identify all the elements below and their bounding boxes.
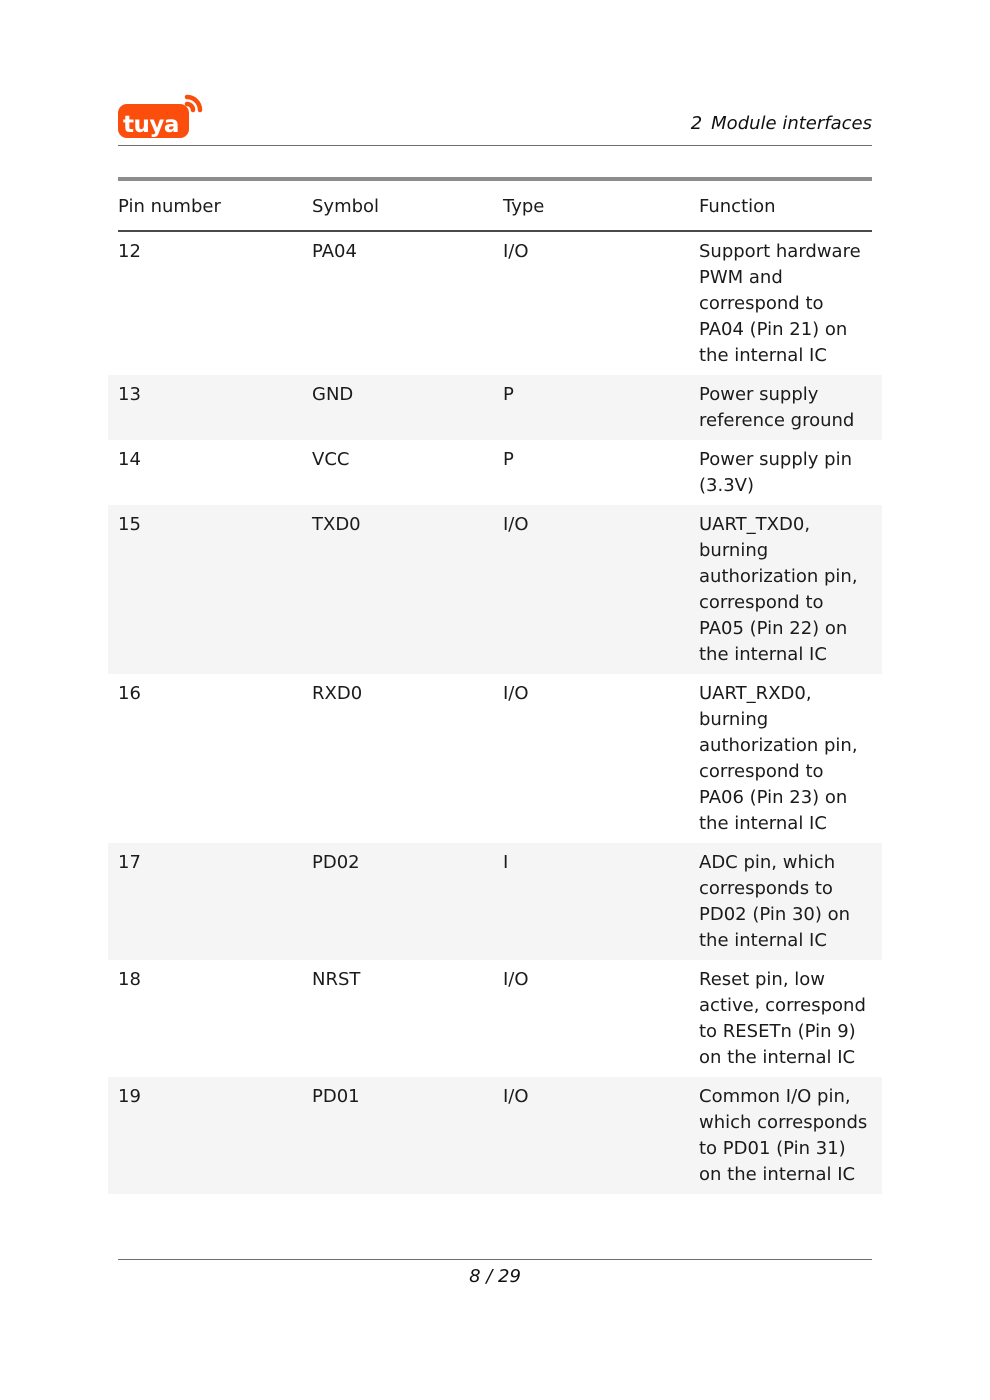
- table-row: 19 PD01 I/O Common I/O pin, which corres…: [108, 1077, 882, 1194]
- pin-definition-table: Pin number Symbol Type Function 12 PA04 …: [108, 177, 882, 1194]
- cell-function: ADC pin, which corresponds to PD02 (Pin …: [699, 852, 851, 951]
- cell-type: I/O: [503, 683, 529, 704]
- cell-symbol: RXD0: [312, 683, 363, 704]
- table-row: 14 VCC P Power supply pin (3.3V): [108, 440, 882, 505]
- signal-waves-icon: [184, 94, 203, 113]
- cell-symbol: VCC: [312, 449, 350, 470]
- cell-function: Reset pin, low active, correspond to RES…: [699, 969, 866, 1068]
- cell-pin-number: 17: [118, 852, 141, 873]
- section-title: Module interfaces: [711, 113, 872, 134]
- section-heading: 2 Module interfaces: [691, 110, 872, 137]
- table-row: 13 GND P Power supply reference ground: [108, 375, 882, 440]
- table-header-row: Pin number Symbol Type Function: [108, 181, 882, 230]
- tuya-logo-graphic: tuya: [118, 94, 203, 138]
- cell-symbol: PA04: [312, 241, 357, 262]
- cell-symbol: NRST: [312, 969, 361, 990]
- cell-pin-number: 15: [118, 514, 141, 535]
- cell-type: I/O: [503, 514, 529, 535]
- table-body: 12 PA04 I/O Support hardware PWM and cor…: [108, 232, 882, 1194]
- cell-function: UART_RXD0, burning authorization pin, co…: [699, 683, 858, 834]
- cell-pin-number: 19: [118, 1086, 141, 1107]
- section-number: 2: [690, 113, 703, 134]
- cell-pin-number: 18: [118, 969, 141, 990]
- cell-type: P: [503, 384, 514, 405]
- table-row: 16 RXD0 I/O UART_RXD0, burning authoriza…: [108, 674, 882, 843]
- cell-symbol: PD02: [312, 852, 360, 873]
- table-top-rule: [118, 177, 872, 181]
- cell-function: Power supply pin (3.3V): [699, 449, 852, 496]
- cell-type: I/O: [503, 241, 529, 262]
- logo-background: [118, 104, 189, 138]
- page-number: 8 / 29: [469, 1266, 521, 1287]
- cell-function: Power supply reference ground: [699, 384, 855, 431]
- column-header-pin-number: Pin number: [118, 196, 221, 217]
- column-header-symbol: Symbol: [312, 196, 380, 217]
- cell-pin-number: 13: [118, 384, 141, 405]
- cell-function: Support hardware PWM and correspond to P…: [699, 241, 861, 366]
- cell-pin-number: 14: [118, 449, 141, 470]
- cell-function: Common I/O pin, which corresponds to PD0…: [699, 1086, 868, 1185]
- cell-pin-number: 12: [118, 241, 141, 262]
- table-header-separator: [118, 230, 872, 232]
- column-header-function: Function: [699, 196, 776, 217]
- table-row: 18 NRST I/O Reset pin, low active, corre…: [108, 960, 882, 1077]
- cell-pin-number: 16: [118, 683, 141, 704]
- table-row: 17 PD02 I ADC pin, which corresponds to …: [108, 843, 882, 960]
- tuya-logo: tuya: [117, 90, 209, 140]
- header-rule: [118, 145, 872, 146]
- cell-type: I: [503, 852, 509, 873]
- cell-type: I/O: [503, 1086, 529, 1107]
- cell-symbol: TXD0: [312, 514, 361, 535]
- footer-rule: [118, 1259, 872, 1260]
- table-row: 15 TXD0 I/O UART_TXD0, burning authoriza…: [108, 505, 882, 674]
- cell-function: UART_TXD0, burning authorization pin, co…: [699, 514, 858, 665]
- cell-symbol: GND: [312, 384, 354, 405]
- tuya-logo-wordmark: tuya: [123, 112, 179, 138]
- cell-type: I/O: [503, 969, 529, 990]
- column-header-type: Type: [503, 196, 545, 217]
- cell-type: P: [503, 449, 514, 470]
- cell-symbol: PD01: [312, 1086, 360, 1107]
- table-row: 12 PA04 I/O Support hardware PWM and cor…: [108, 232, 882, 375]
